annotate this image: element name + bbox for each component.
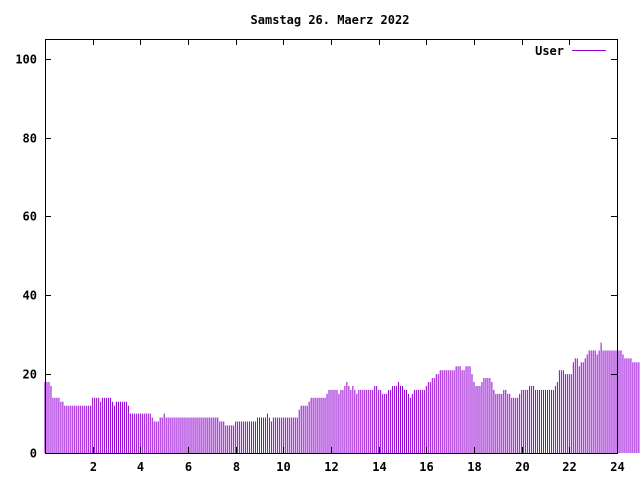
plot-frame — [45, 39, 618, 454]
x-tick-label: 16 — [419, 460, 433, 474]
y-tick-label: 0 — [30, 447, 37, 461]
x-tick-label: 6 — [185, 460, 192, 474]
y-tick-label: 60 — [23, 210, 37, 224]
x-tick-label: 18 — [467, 460, 481, 474]
x-tick-label: 14 — [372, 460, 386, 474]
x-tick-label: 24 — [610, 460, 624, 474]
bars-group — [44, 342, 640, 453]
x-tick-label: 2 — [90, 460, 97, 474]
y-tick-label: 20 — [23, 368, 37, 382]
x-tick-label: 8 — [233, 460, 240, 474]
chart-title: Samstag 26. Maerz 2022 — [251, 13, 410, 27]
y-tick-label: 80 — [23, 132, 37, 146]
y-tick-label: 100 — [15, 53, 37, 67]
legend: User — [535, 44, 606, 58]
y-tick-label: 40 — [23, 289, 37, 303]
x-tick-label: 22 — [562, 460, 576, 474]
x-tick-label: 4 — [137, 460, 144, 474]
x-tick-label: 20 — [515, 460, 529, 474]
x-tick-label: 10 — [276, 460, 290, 474]
legend-label-user: User — [535, 44, 564, 58]
x-tick-label: 12 — [324, 460, 338, 474]
